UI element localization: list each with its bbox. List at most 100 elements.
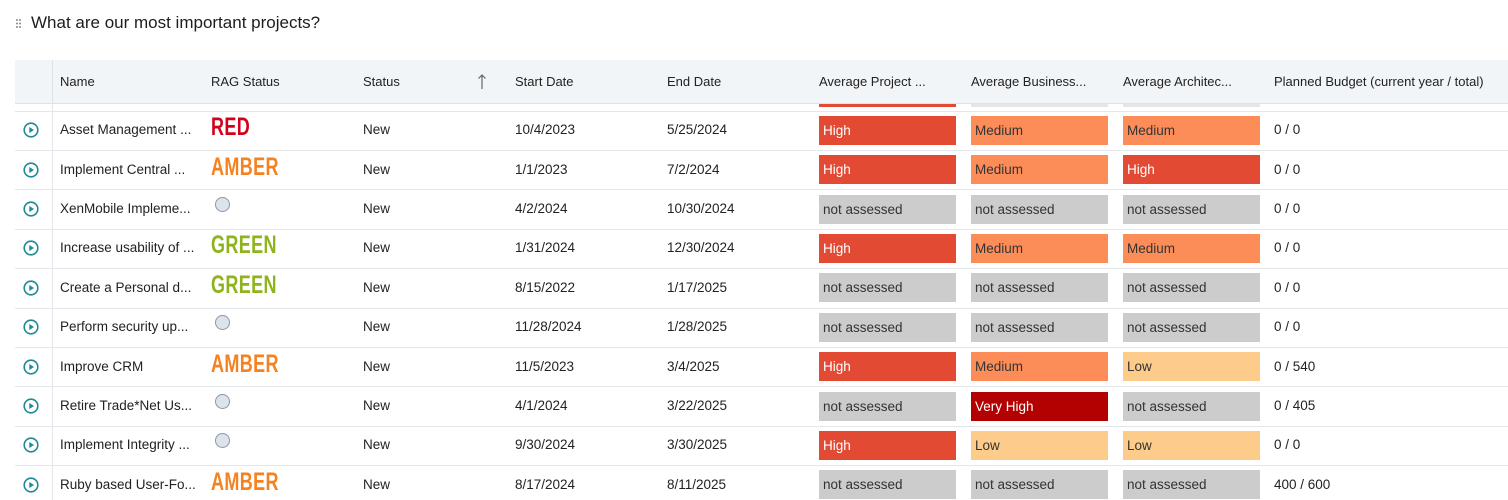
rating-cell: Low [1123, 352, 1260, 382]
open-row-button[interactable] [23, 319, 39, 335]
rating-cell: not assessed [971, 312, 1108, 342]
end-date: 5/25/2024 [667, 122, 728, 138]
rating-cell: High [1123, 155, 1260, 185]
partial-cell [1123, 104, 1260, 107]
start-date: 8/15/2022 [515, 279, 576, 295]
project-name: Create a Personal d... [60, 279, 192, 295]
end-date: 3/4/2025 [667, 358, 720, 374]
rating-cell: not assessed [819, 391, 956, 421]
open-row-button[interactable] [23, 437, 39, 453]
status: New [363, 201, 391, 216]
start-date: 10/4/2023 [515, 122, 576, 138]
end-date: 3/22/2025 [667, 398, 728, 413]
start-date: 1/1/2023 [515, 161, 568, 177]
end-date: 7/2/2024 [667, 161, 720, 177]
planned-budget: 0 / 0 [1274, 319, 1301, 335]
planned-budget: 400 / 600 [1274, 476, 1331, 492]
project-name: Retire Trade*Net Us... [60, 398, 193, 413]
row-divider [15, 346, 1508, 348]
open-row-button[interactable] [23, 161, 39, 178]
rag-status: RED [211, 113, 251, 142]
column-header[interactable]: Average Business... [971, 74, 1087, 89]
column-divider [52, 103, 53, 500]
project-name: Increase usability of ... [60, 240, 195, 256]
planned-budget: 0 / 0 [1274, 437, 1301, 453]
row-divider [15, 228, 1508, 230]
open-row-button[interactable] [23, 358, 39, 375]
planned-budget: 0 / 0 [1274, 122, 1301, 138]
rating-cell: not assessed [1123, 312, 1260, 342]
status: New [363, 279, 391, 295]
status: New [363, 358, 391, 374]
status: New [363, 476, 391, 492]
row-divider [15, 307, 1508, 309]
status: New [363, 240, 391, 256]
column-header[interactable]: RAG Status [211, 74, 280, 89]
column-header[interactable]: Start Date [515, 74, 574, 89]
open-row-button[interactable] [23, 398, 39, 414]
rag-status: GREEN [211, 231, 277, 260]
project-name: Improve CRM [60, 358, 144, 374]
rating-cell: High [819, 115, 956, 145]
rating-cell: not assessed [819, 312, 956, 342]
planned-budget: 0 / 405 [1274, 398, 1316, 413]
table-header: Name RAG Status Status Start Date End Date Av… [15, 60, 1508, 104]
project-name: Perform security up... [60, 319, 189, 335]
planned-budget: 0 / 0 [1274, 240, 1301, 256]
rating-cell: Medium [971, 233, 1108, 263]
open-row-button[interactable] [23, 280, 39, 296]
rating-cell: Low [971, 430, 1108, 460]
column-header[interactable]: Planned Budget (current year / total) [1274, 74, 1484, 89]
row-divider [15, 268, 1508, 270]
column-header[interactable]: Average Architec... [1123, 74, 1232, 89]
end-date: 3/30/2025 [667, 437, 728, 453]
column-header[interactable]: End Date [667, 74, 722, 89]
column-header[interactable]: Name [60, 74, 95, 89]
status: New [363, 161, 391, 177]
rag-status: AMBER [211, 467, 279, 496]
end-date: 8/11/2025 [667, 476, 727, 492]
column-divider [52, 60, 53, 103]
rating-cell: Medium [1123, 115, 1260, 145]
rating-cell: not assessed [971, 470, 1108, 500]
planned-budget: 0 / 0 [1274, 161, 1301, 177]
start-date: 1/31/2024 [515, 240, 576, 256]
status: New [363, 398, 391, 413]
sort-arrow[interactable] [477, 74, 487, 90]
rating-cell: Medium [971, 115, 1108, 145]
rating-cell: High [819, 233, 956, 263]
start-date: 9/30/2024 [515, 437, 576, 453]
widget-title: What are our most important projects? [31, 13, 321, 32]
start-date: 11/5/2023 [515, 358, 575, 374]
column-header[interactable]: Status [363, 74, 400, 89]
rating-cell: not assessed [1123, 194, 1260, 224]
rating-cell: not assessed [1123, 273, 1260, 303]
rating-cell: Medium [1123, 233, 1260, 263]
rag-empty-icon [215, 394, 230, 409]
partial-cell [971, 104, 1108, 107]
rating-cell: not assessed [1123, 391, 1260, 421]
end-date: 12/30/2024 [667, 240, 735, 256]
rating-cell: not assessed [971, 273, 1108, 303]
start-date: 11/28/2024 [515, 319, 582, 335]
status: New [363, 319, 391, 335]
end-date: 1/28/2025 [667, 319, 728, 335]
rating-cell: High [819, 155, 956, 185]
project-name: Implement Central ... [60, 161, 186, 177]
partial-cell [819, 104, 956, 107]
rating-cell: Low [1123, 430, 1260, 460]
project-name: Implement Integrity ... [60, 437, 190, 453]
rating-cell: High [819, 352, 956, 382]
start-date: 4/2/2024 [515, 201, 568, 216]
column-header[interactable]: Average Project ... [819, 74, 926, 89]
rating-cell: Medium [971, 352, 1108, 382]
open-row-button[interactable] [23, 201, 39, 217]
end-date: 10/30/2024 [667, 201, 735, 216]
project-name: Ruby based User-Fo... [60, 476, 196, 492]
open-row-button[interactable] [23, 477, 39, 493]
row-divider [15, 386, 1508, 388]
open-row-button[interactable] [23, 122, 39, 138]
drag-handle[interactable] [15, 18, 23, 30]
open-row-button[interactable] [23, 240, 39, 256]
